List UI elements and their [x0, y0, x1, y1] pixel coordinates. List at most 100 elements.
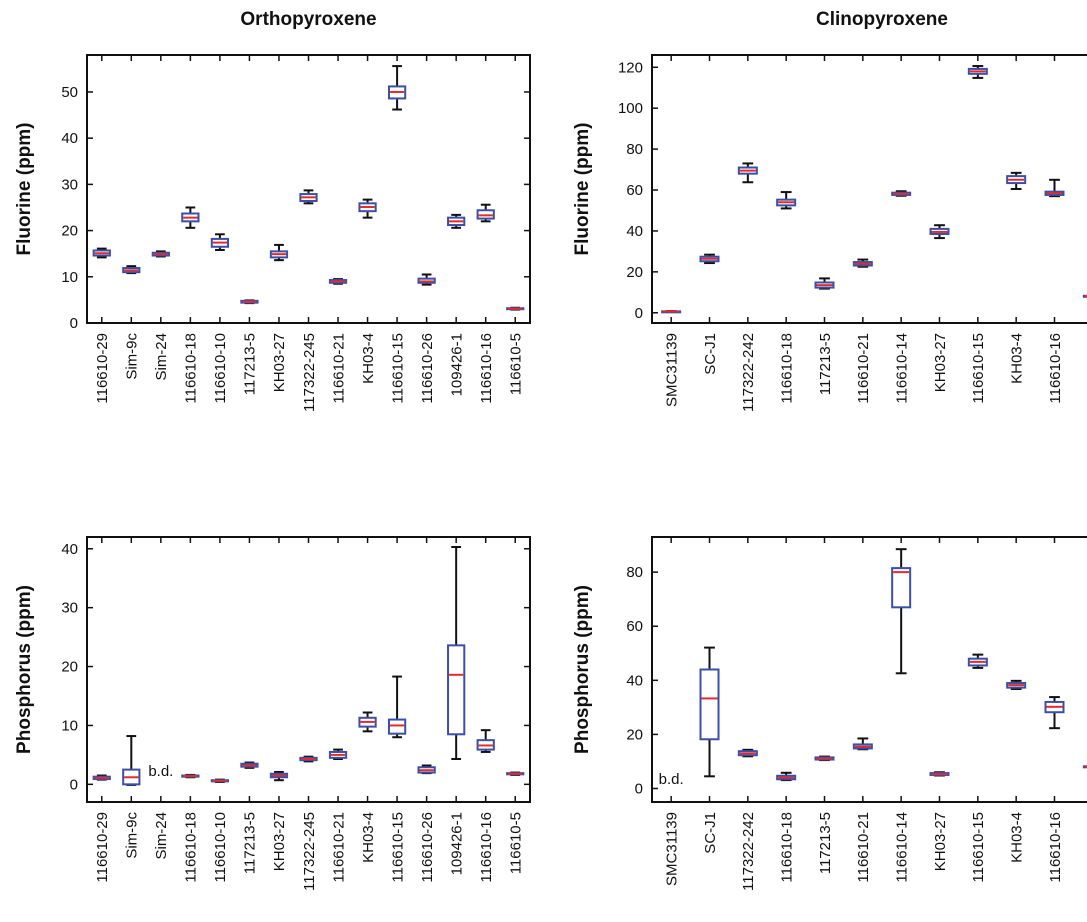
box-116610-14 [891, 190, 912, 197]
category-label: 117213-5 [817, 812, 834, 874]
box-116610-16 [1044, 178, 1065, 198]
panel-4: Phosphorus (ppm) 0 20 40 60 80 SMC31139 SC-J1 11… [572, 536, 1087, 891]
y-tick-label: 60 [626, 182, 643, 199]
y-tick-label: 100 [618, 100, 643, 117]
y-tick-label: 0 [70, 776, 78, 793]
category-label: 116610-15 [970, 812, 987, 883]
category-label: KH03-27 [932, 333, 949, 392]
plot-frame [651, 54, 1087, 324]
box-116610-10 [210, 778, 230, 783]
box-KH03-27 [929, 224, 950, 240]
y-tick-label: 40 [626, 672, 643, 689]
box-SC-J1 [699, 646, 720, 778]
box-116610-21 [852, 258, 873, 268]
box-116610-26 [417, 273, 436, 286]
y-axis-label: Fluorine (ppm) [572, 123, 593, 256]
category-label: 116610-16 [478, 333, 495, 404]
box-116610-15 [967, 653, 988, 669]
category-label: 116610-5 [507, 812, 524, 874]
box-116610-18 [181, 206, 200, 229]
category-label: SC-J1 [702, 333, 719, 375]
category-label: 116610-5 [507, 333, 524, 395]
category-label: KH03-4 [1008, 812, 1025, 863]
category-label: 117322-242 [740, 333, 757, 412]
plot-frame [86, 54, 531, 324]
box-116610-18 [776, 191, 797, 210]
category-label: 116610-5 [1085, 812, 1087, 874]
category-label: 116610-16 [478, 812, 495, 883]
box-117213-5 [814, 277, 835, 290]
category-label: 117322-245 [301, 333, 318, 412]
box-116610-10 [210, 233, 230, 251]
box-SC-J1 [699, 253, 720, 265]
box-iqr [891, 567, 912, 609]
box-117213-5 [814, 755, 835, 762]
category-label: SC-J1 [702, 812, 719, 854]
category-label: 116610-18 [183, 333, 200, 404]
below-detection-note: b.d. [659, 771, 684, 788]
box-116610-16 [476, 203, 495, 223]
panel-1: Orthopyroxene Fluorine (ppm) 0 10 20 30 40 50 11… [14, 9, 531, 412]
y-tick-label: 50 [61, 84, 78, 101]
category-label: 116610-15 [389, 333, 406, 404]
category-label: SMC31139 [663, 333, 680, 407]
box-KH03-27 [269, 243, 289, 262]
box-117322-242 [737, 748, 758, 758]
category-label: KH03-27 [271, 333, 288, 392]
box-109426-1 [447, 546, 466, 761]
category-label: 116610-18 [778, 333, 795, 404]
box-116610-15 [387, 675, 407, 739]
y-tick-label: 40 [626, 223, 643, 240]
box-iqr [387, 718, 407, 735]
category-label: 116610-15 [970, 333, 987, 404]
box-116610-29 [92, 774, 111, 781]
category-label: Sim-9c [124, 333, 141, 380]
panel-title: Orthopyroxene [240, 9, 376, 30]
box-116610-21 [328, 748, 348, 761]
box-Sim-9c [122, 265, 141, 275]
below-detection-note: b.d. [148, 763, 173, 780]
box-116610-16 [476, 729, 495, 753]
category-label: 116610-26 [419, 333, 436, 404]
category-label: 116610-16 [1047, 333, 1064, 404]
box-SMC31139 [661, 310, 682, 314]
category-label: 116610-18 [183, 812, 200, 883]
category-label: 116610-16 [1047, 812, 1064, 883]
y-tick-label: 20 [61, 659, 78, 676]
category-label: 116610-21 [330, 333, 347, 404]
box-117322-245 [299, 189, 318, 205]
category-label: 116610-10 [212, 812, 229, 883]
box-116610-26 [417, 764, 436, 775]
category-label: Sim-24 [153, 812, 170, 860]
box-iqr [699, 668, 720, 741]
category-label: 116610-21 [330, 812, 347, 883]
box-KH03-4 [1006, 171, 1027, 190]
category-label: 117213-5 [817, 333, 834, 395]
box-Sim-9c [122, 735, 141, 786]
box-116610-21 [852, 737, 873, 751]
y-tick-label: 0 [635, 780, 643, 797]
category-label: 116610-21 [855, 333, 872, 404]
category-label: 116610-29 [94, 333, 111, 404]
plot-frame [651, 536, 1087, 803]
category-label: KH03-4 [1008, 333, 1025, 384]
box-116610-5 [506, 771, 525, 776]
box-117322-242 [737, 162, 758, 184]
box-116610-5 [1082, 294, 1087, 298]
y-tick-label: 10 [61, 717, 78, 734]
y-tick-label: 60 [626, 618, 643, 635]
box-116610-5 [1082, 765, 1087, 769]
y-tick-label: 80 [626, 141, 643, 158]
box-117213-5 [240, 761, 259, 769]
box-KH03-4 [358, 711, 377, 733]
category-label: 109426-1 [448, 333, 465, 396]
box-iqr [447, 644, 466, 736]
category-label: 116610-21 [855, 812, 872, 883]
box-117213-5 [240, 299, 259, 305]
y-tick-label: 20 [626, 726, 643, 743]
y-tick-label: 0 [70, 315, 78, 332]
y-tick-label: 20 [626, 264, 643, 281]
box-KH03-27 [929, 771, 950, 777]
y-tick-label: 20 [61, 223, 78, 240]
